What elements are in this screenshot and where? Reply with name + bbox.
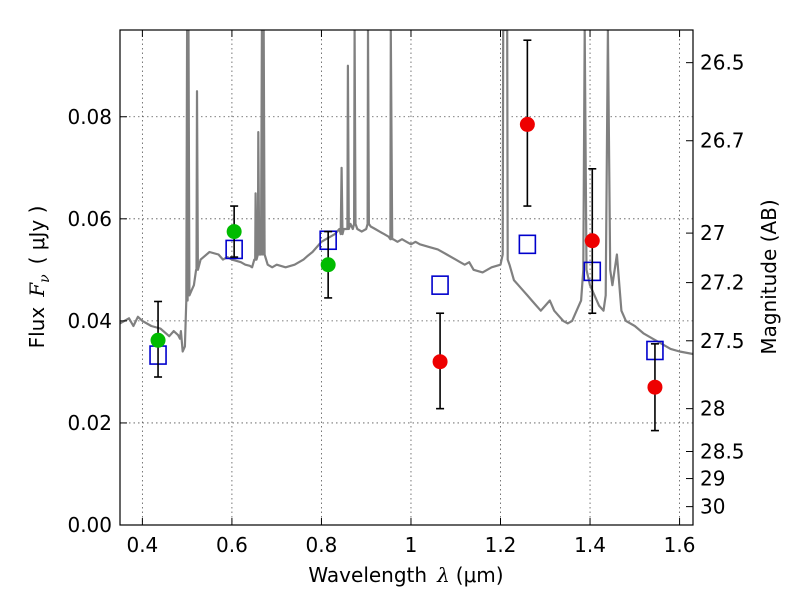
- observed-point: [226, 224, 242, 240]
- x-axis-title-symbol: λ: [436, 563, 450, 587]
- x-axis-title: Wavelength λ (μm): [308, 563, 503, 587]
- plot-frame: [119, 29, 694, 526]
- observed-point: [150, 332, 166, 348]
- observed-point: [519, 116, 535, 132]
- y-axis-title-symbol: F: [25, 282, 49, 298]
- y2-tick-label: 27.5: [700, 329, 745, 353]
- grid: [120, 30, 693, 525]
- y2-axis-title: Magnitude (AB): [757, 199, 781, 354]
- y-axis-title-subscript: ν: [37, 274, 53, 283]
- y2-tick-label: 26.5: [700, 51, 745, 75]
- observed-point: [584, 233, 600, 249]
- y-axis-title-unit: ( μJy ): [25, 206, 49, 265]
- model-square-marker: [518, 234, 537, 255]
- x-tick-label: 1.6: [664, 533, 696, 557]
- x-tick-label: 1: [405, 533, 418, 557]
- y-tick-label: 0.02: [67, 411, 112, 435]
- observed-point: [647, 379, 663, 395]
- y-axis-title: Flux Fν ( μJy ): [25, 206, 53, 349]
- x-tick-label: 0.4: [126, 533, 158, 557]
- y2-tick-label: 27: [700, 221, 725, 245]
- x-tick-label: 0.8: [306, 533, 338, 557]
- y2-tick-label: 26.7: [700, 129, 745, 153]
- y-axis-title-prefix: Flux: [25, 307, 49, 349]
- x-axis-title-prefix: Wavelength: [308, 563, 427, 587]
- x-tick-label: 1.4: [574, 533, 606, 557]
- sed-line: [120, 30, 693, 356]
- x-tick-label: 0.6: [216, 533, 248, 557]
- y-tick-label: 0.08: [67, 105, 112, 129]
- y2-tick-label: 27.2: [700, 271, 745, 295]
- model-square-marker: [431, 275, 449, 295]
- axis-tick-labels: 0.4 0.6 0.8 1 1.2 1.4 1.6 0.00 0.02 0.04 0.06 0.08 2…: [67, 51, 744, 557]
- y-tick-label: 0.04: [67, 309, 112, 333]
- y2-tick-label: 28.5: [700, 440, 745, 464]
- y-tick-label: 0.00: [67, 513, 112, 537]
- observed-point: [432, 354, 448, 370]
- x-tick-label: 1.2: [485, 533, 517, 557]
- x-axis-title-unit: (μm): [456, 563, 504, 587]
- plot-area: [120, 30, 693, 432]
- y-tick-label: 0.06: [67, 207, 112, 231]
- y2-tick-label: 30: [700, 495, 725, 519]
- observed-point: [320, 257, 336, 273]
- y2-tick-label: 29: [700, 467, 725, 491]
- axis-ticks: [120, 30, 693, 526]
- y2-tick-label: 28: [700, 397, 725, 421]
